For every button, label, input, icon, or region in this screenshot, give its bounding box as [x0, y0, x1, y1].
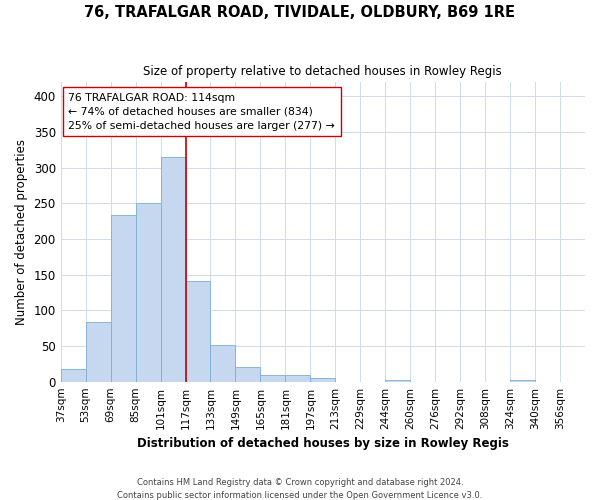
Bar: [385, 380, 410, 382]
Text: Contains HM Land Registry data © Crown copyright and database right 2024.
Contai: Contains HM Land Registry data © Crown c…: [118, 478, 482, 500]
Bar: [185, 281, 211, 382]
Bar: [310, 378, 335, 382]
Bar: [286, 376, 310, 382]
X-axis label: Distribution of detached houses by size in Rowley Regis: Distribution of detached houses by size …: [137, 437, 509, 450]
Text: 76 TRAFALGAR ROAD: 114sqm
← 74% of detached houses are smaller (834)
25% of semi: 76 TRAFALGAR ROAD: 114sqm ← 74% of detac…: [68, 92, 335, 130]
Bar: [86, 322, 110, 382]
Title: Size of property relative to detached houses in Rowley Regis: Size of property relative to detached ho…: [143, 65, 502, 78]
Bar: [510, 380, 535, 382]
Bar: [110, 216, 136, 382]
Bar: [235, 368, 260, 382]
Y-axis label: Number of detached properties: Number of detached properties: [15, 139, 28, 325]
Bar: [211, 346, 235, 382]
Bar: [260, 376, 286, 382]
Text: 76, TRAFALGAR ROAD, TIVIDALE, OLDBURY, B69 1RE: 76, TRAFALGAR ROAD, TIVIDALE, OLDBURY, B…: [85, 5, 515, 20]
Bar: [61, 369, 86, 382]
Bar: [136, 202, 161, 382]
Bar: [161, 157, 185, 382]
